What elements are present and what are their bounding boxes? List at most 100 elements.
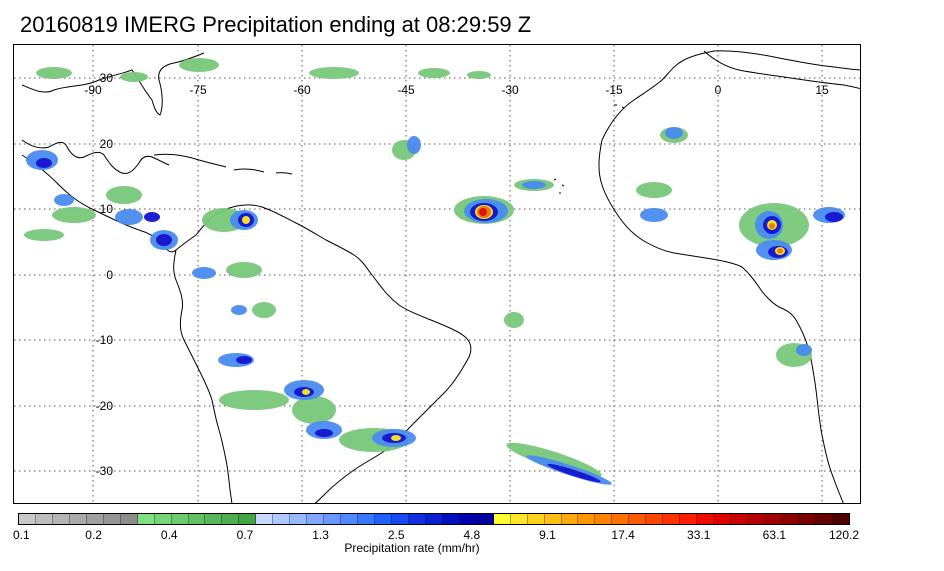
colorbar-cell xyxy=(103,514,121,524)
longitude-label: -15 xyxy=(605,83,623,97)
colorbar-cell xyxy=(358,514,376,524)
colorbar-cell xyxy=(781,514,799,524)
colorbar-cell xyxy=(798,514,816,524)
colorbar-tick-label: 63.1 xyxy=(762,528,787,542)
longitude-label: -75 xyxy=(189,83,207,97)
coast-hispaniola xyxy=(233,168,265,173)
coastlines xyxy=(21,50,860,503)
colorbar-cell xyxy=(86,514,104,524)
coast-cape-verde xyxy=(553,178,565,194)
colorbar-cell xyxy=(510,514,528,524)
colorbar-cell xyxy=(663,514,681,524)
colorbar-cell xyxy=(832,514,849,524)
colorbar-cell xyxy=(290,514,308,524)
colorbar-cell xyxy=(764,514,782,524)
colorbar xyxy=(18,513,850,525)
colorbar-cell xyxy=(697,514,715,524)
colorbar-cell xyxy=(459,514,477,524)
longitude-label: 15 xyxy=(815,83,829,97)
precip-moderate xyxy=(26,127,845,485)
colorbar-cell xyxy=(52,514,70,524)
colorbar-cell xyxy=(256,514,274,524)
colorbar-cell xyxy=(69,514,87,524)
map-canvas: -90 -75 -60 -45 -30 -15 0 15 30 20 10 0 -10 -20 -30 xyxy=(14,45,860,503)
colorbar-cell xyxy=(154,514,172,524)
colorbar-label: Precipitation rate (mm/hr) xyxy=(344,541,480,555)
longitude-label: 0 xyxy=(715,83,722,97)
colorbar-cell xyxy=(120,514,138,524)
colorbar-cell xyxy=(273,514,291,524)
colorbar-cell xyxy=(239,514,257,524)
colorbar-cell xyxy=(375,514,392,524)
colorbar-tick-label: 1.3 xyxy=(312,528,329,542)
latitude-label: 0 xyxy=(106,268,113,282)
coast-south-america xyxy=(195,204,472,503)
colorbar-cell xyxy=(747,514,765,524)
coast-africa-north xyxy=(601,50,860,141)
latitude-label: -20 xyxy=(96,399,114,413)
colorbar-cell xyxy=(171,514,189,524)
colorbar-cell xyxy=(714,514,732,524)
coast-puerto-rico xyxy=(275,172,293,175)
colorbar-cell xyxy=(341,514,359,524)
colorbar-cell xyxy=(324,514,342,524)
colorbar-cell xyxy=(680,514,698,524)
latitude-label: 20 xyxy=(100,137,114,151)
coast-gulf-mexico xyxy=(21,139,170,174)
colorbar-tick-label: 0.2 xyxy=(85,528,102,542)
page-title: 20160819 IMERG Precipitation ending at 0… xyxy=(20,12,532,37)
colorbar-tick-label: 0.1 xyxy=(12,528,30,542)
colorbar-cell xyxy=(425,514,443,524)
colorbar-tick-label: 0.7 xyxy=(236,528,254,542)
colorbar-cell xyxy=(307,514,325,524)
coast-cuba xyxy=(153,153,227,168)
precipitation-map: -90 -75 -60 -45 -30 -15 0 15 30 20 10 0 -10 -20 -30 xyxy=(13,44,861,504)
graticule xyxy=(14,45,860,503)
colorbar-tick-label: 9.1 xyxy=(539,528,556,542)
colorbar-cell xyxy=(815,514,833,524)
colorbar-cell xyxy=(561,514,579,524)
colorbar-tick-label: 17.4 xyxy=(611,528,635,542)
colorbar-cell xyxy=(612,514,630,524)
latitude-label: 10 xyxy=(100,202,114,216)
latitude-label: -10 xyxy=(96,333,114,347)
colorbar-cell xyxy=(646,514,664,524)
precip-heavy xyxy=(36,158,843,483)
colorbar-cell xyxy=(476,514,494,524)
colorbar-cell xyxy=(442,514,460,524)
colorbar-tick-label: 2.5 xyxy=(387,528,405,542)
longitude-label: -30 xyxy=(501,83,519,97)
colorbar-cell xyxy=(35,514,53,524)
colorbar-cell xyxy=(19,514,36,524)
colorbar-cell xyxy=(408,514,426,524)
colorbar-cell xyxy=(137,514,155,524)
coast-canary xyxy=(614,104,625,109)
colorbar-cell xyxy=(544,514,562,524)
latitude-label: -30 xyxy=(96,464,114,478)
colorbar-cell xyxy=(391,514,409,524)
colorbar-cell xyxy=(629,514,647,524)
colorbar-cell xyxy=(578,514,596,524)
precipitation-field xyxy=(24,58,845,485)
colorbar-cell xyxy=(205,514,223,524)
coast-africa-west xyxy=(598,139,844,503)
coast-north-america xyxy=(21,52,205,116)
colorbar-cell xyxy=(527,514,545,524)
colorbar-cell xyxy=(188,514,206,524)
colorbar-tick-label: 33.1 xyxy=(687,528,711,542)
longitude-label: -90 xyxy=(84,83,102,97)
colorbar-cell xyxy=(493,514,511,524)
coast-south-america-west xyxy=(173,249,233,503)
longitude-label: -45 xyxy=(397,83,415,97)
precip-extreme xyxy=(479,208,487,216)
colorbar-cell xyxy=(222,514,240,524)
colorbar-tick-label: 4.8 xyxy=(463,528,481,542)
longitude-label: -60 xyxy=(293,83,311,97)
colorbar-cell xyxy=(731,514,748,524)
coast-mediterranean xyxy=(703,50,860,90)
graticule-labels: -90 -75 -60 -45 -30 -15 0 15 30 20 10 0 -10 -20 -30 xyxy=(84,71,829,478)
colorbar-tick-label: 0.4 xyxy=(160,528,178,542)
colorbar-tick-label: 120.2 xyxy=(828,528,860,542)
latitude-label: 30 xyxy=(100,71,114,85)
colorbar-ticks: 0.1 0.2 0.4 0.7 1.3 2.5 4.8 9.1 17.4 33.1 63.1 120.… xyxy=(13,528,859,542)
